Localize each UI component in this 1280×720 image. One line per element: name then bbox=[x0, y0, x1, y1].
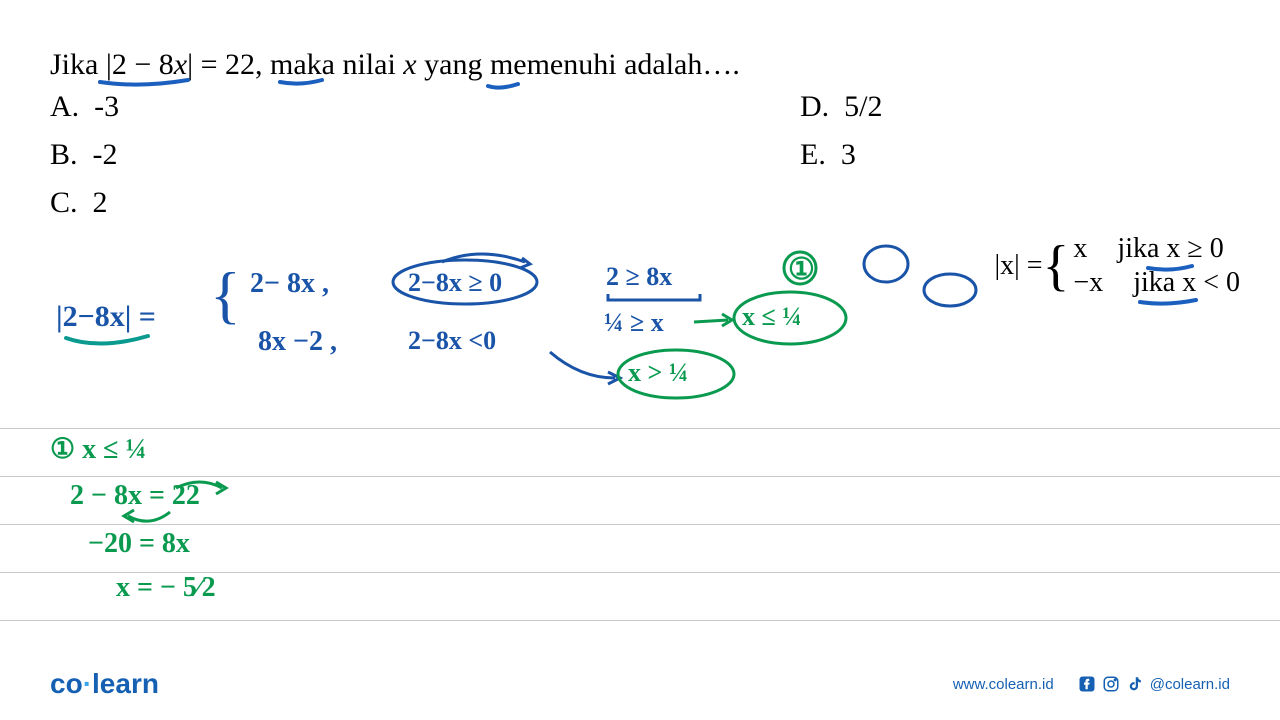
footer: co·learn www.colearn.id @colearn.id bbox=[0, 668, 1280, 700]
hw-w2: −20 = 8x bbox=[88, 528, 190, 560]
hw-res2: x > ¼ bbox=[628, 358, 688, 388]
brand-logo: co·learn bbox=[50, 668, 159, 700]
hw-r2b: 2−8x <0 bbox=[408, 326, 496, 356]
social-handle: @colearn.id bbox=[1150, 676, 1230, 693]
hw-w1: 2 − 8x = 22 bbox=[70, 480, 200, 512]
q-suffix: yang memenuhi adalah…. bbox=[417, 48, 740, 81]
q-mid: | = 22, maka nilai bbox=[187, 48, 403, 81]
answer-options: A. -3 D. 5/2 B. -2 E. 3 C. 2 bbox=[50, 90, 883, 234]
option-d: D. 5/2 bbox=[800, 90, 883, 138]
footer-url: www.colearn.id bbox=[953, 676, 1054, 693]
hw-abs-lhs: |2−8x| = bbox=[56, 300, 156, 334]
pw-val1: x bbox=[1073, 233, 1087, 265]
hw-whead: ① x ≤ ¼ bbox=[50, 432, 146, 466]
tiktok-icon bbox=[1126, 675, 1144, 693]
pw-val2: −x bbox=[1073, 267, 1103, 299]
q-var: x bbox=[174, 48, 187, 81]
instagram-icon bbox=[1102, 675, 1120, 693]
q-var2: x bbox=[403, 48, 416, 81]
option-b: B. -2 bbox=[50, 138, 800, 186]
hw-res1: x ≤ ¼ bbox=[742, 302, 802, 332]
option-c: C. 2 bbox=[50, 186, 800, 234]
hw-step1: 2 ≥ 8x bbox=[606, 262, 672, 292]
social-links: @colearn.id bbox=[1078, 675, 1230, 693]
option-e: E. 3 bbox=[800, 138, 856, 186]
hw-step2a: ¼ ≥ x bbox=[604, 308, 664, 338]
facebook-icon bbox=[1078, 675, 1096, 693]
hw-r1b: 2−8x ≥ 0 bbox=[408, 268, 502, 298]
hw-r1a: 2− 8x , bbox=[250, 268, 329, 300]
q-prefix: Jika |2 − 8 bbox=[50, 48, 174, 81]
question-text: Jika |2 − 8x| = 22, maka nilai x yang me… bbox=[50, 48, 740, 82]
hw-brace-icon: { bbox=[210, 258, 241, 332]
hw-r2a: 8x −2 , bbox=[258, 326, 337, 358]
hw-circ1: ① bbox=[788, 252, 815, 287]
brace-icon: { bbox=[1043, 238, 1070, 294]
piecewise-definition: |x| = { x jika x ≥ 0 −x jika x < 0 bbox=[995, 232, 1240, 300]
pw-lhs: |x| = bbox=[995, 250, 1043, 282]
pw-cond1: jika x ≥ 0 bbox=[1117, 233, 1223, 265]
option-a: A. -3 bbox=[50, 90, 800, 138]
hw-w3: x = − 5⁄2 bbox=[116, 572, 216, 604]
pw-cond2: jika x < 0 bbox=[1133, 267, 1240, 299]
